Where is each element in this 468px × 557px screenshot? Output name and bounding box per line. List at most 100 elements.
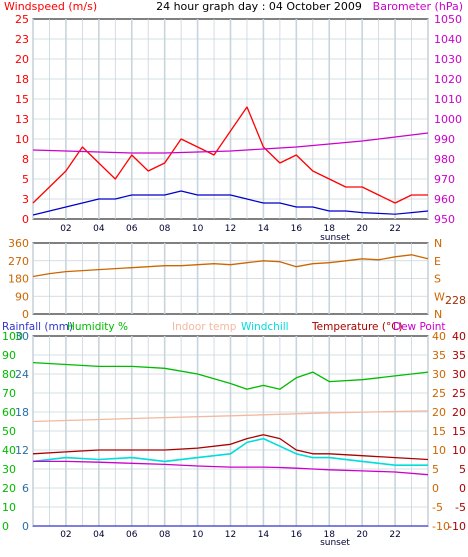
- x-tick-label: 14: [258, 530, 270, 540]
- rainfall-tick: 0: [22, 520, 29, 533]
- windspeed-tick: 25: [15, 13, 29, 26]
- rainfall-tick: 30: [15, 330, 29, 343]
- x-tick-label: 12: [225, 530, 236, 540]
- legend-rainfall: Rainfall (mm): [2, 321, 73, 333]
- barometer-tick: 1040: [434, 33, 462, 46]
- temperature-tick: 30: [452, 368, 466, 381]
- legend-dew-point: Dew Point: [393, 321, 446, 333]
- x-tick-label: 16: [291, 530, 303, 540]
- x-tick-label: 06: [126, 530, 138, 540]
- x-tick-label: 20: [356, 530, 368, 540]
- windspeed-tick: 15: [15, 93, 29, 106]
- temperature-tick-labels: -10 -5 0 5 10 15 20 25 30 35 40 -10 -5 0 5 10 15 20 25 30 35…: [432, 330, 466, 533]
- wind-direction-tick: 180: [8, 273, 29, 286]
- rainfall-tick: 12: [15, 444, 29, 457]
- windchill-line: [32, 437, 428, 467]
- rainfall-tick: 18: [15, 406, 29, 419]
- humidity-tick: 60: [2, 406, 16, 419]
- windspeed-line: [32, 106, 428, 204]
- wind-direction-tick-labels: 0 90 180 270 360: [8, 237, 29, 321]
- rainfall-tick: 24: [15, 368, 29, 381]
- legend-indoor-temp: Indoor temp: [172, 321, 237, 333]
- humidity-tick: 30: [2, 463, 16, 476]
- humidity-tick: 90: [2, 349, 16, 362]
- windspeed-tick-labels: 0 3 5 8 10 13 15 18 20 23 25: [15, 13, 29, 226]
- wind-direction-grid: [32, 243, 429, 314]
- x-tick-label: 06: [126, 224, 138, 234]
- temperature-tick: 15: [452, 425, 466, 438]
- barometer-axis-title: Barometer (hPa): [373, 0, 463, 13]
- temperature-panel-x-tick-labels: 02 04 06 08 10 12 14 16 18 20 22: [60, 530, 401, 540]
- temperature-axis-tick: 20: [432, 406, 446, 419]
- indoor-temp-line: [32, 410, 429, 423]
- wind-direction-tick: 0: [22, 308, 29, 321]
- x-tick-label: 22: [389, 224, 400, 234]
- temperature-tick: 35: [452, 349, 466, 362]
- legend-humidity: Humidity %: [67, 321, 128, 333]
- wind-panel-grid: [32, 19, 429, 219]
- temperature-axis-tick: 25: [432, 387, 446, 400]
- temperature-tick: -5: [455, 501, 466, 514]
- barometer-tick: 980: [434, 153, 455, 166]
- humidity-tick: 80: [2, 368, 16, 381]
- temperature-panel-series: [32, 361, 429, 527]
- temperature-axis-tick: 35: [432, 349, 446, 362]
- humidity-tick: 20: [2, 482, 16, 495]
- temperature-axis-tick: 30: [432, 368, 446, 381]
- wind-average-line: [32, 190, 429, 216]
- temperature-tick: 5: [459, 463, 466, 476]
- windspeed-tick: 3: [22, 193, 29, 206]
- humidity-line: [32, 361, 429, 390]
- windspeed-tick: 20: [15, 53, 29, 66]
- windspeed-tick: 8: [22, 153, 29, 166]
- windspeed-tick: 13: [15, 113, 29, 126]
- humidity-tick: 70: [2, 387, 16, 400]
- dew-point-line: [33, 460, 429, 476]
- x-tick-label: 04: [93, 224, 105, 234]
- rainfall-tick: 6: [22, 482, 29, 495]
- humidity-tick: 50: [2, 425, 16, 438]
- wind-direction-line: [32, 254, 429, 278]
- sunset-label-bottom: sunset: [320, 538, 350, 548]
- wind-panel-x-tick-labels: 02 04 06 08 10 12 14 16 18 20 22: [60, 224, 401, 234]
- barometer-line: [32, 132, 429, 154]
- x-tick-label: 02: [60, 530, 71, 540]
- barometer-tick: 1010: [434, 93, 462, 106]
- temperature-tick: 25: [452, 387, 466, 400]
- wind-direction-tick: 360: [8, 237, 29, 250]
- barometer-tick-labels: 950 960 970 980 990 1000 1010 1020 1030 1040 1050: [434, 13, 462, 226]
- x-tick-label: 20: [356, 224, 368, 234]
- x-tick-label: 18: [324, 224, 336, 234]
- x-tick-label: 10: [192, 224, 204, 234]
- temperature-tick: 0: [459, 482, 466, 495]
- barometer-tick: 1000: [434, 113, 462, 126]
- humidity-tick: 0: [2, 520, 9, 533]
- x-tick-label: 04: [93, 530, 105, 540]
- x-tick-label: 14: [258, 224, 270, 234]
- humidity-tick: 100: [2, 330, 23, 343]
- legend-windchill: Windchill: [241, 321, 289, 333]
- wind-direction-series: [32, 254, 429, 278]
- wind-panel: 0 3 5 8 10 13 15 18 20 23 25 950 960 970 980 990 1000 10…: [15, 13, 462, 243]
- humidity-rain-tick-labels: 0 10 20 30 40 50 60 70 80 90 100 0 6 12 18 24 30: [2, 330, 29, 533]
- compass-tick: E: [434, 255, 441, 268]
- humidity-tick: 10: [2, 501, 16, 514]
- x-tick-label: 22: [389, 530, 400, 540]
- compass-tick: S: [434, 273, 441, 286]
- barometer-tick: 960: [434, 193, 455, 206]
- temperature-legend: Rainfall (mm) Humidity % Indoor temp Win…: [2, 321, 446, 333]
- chart-title: 24 hour graph day : 04 October 2009: [156, 0, 362, 13]
- temperature-axis-tick: 0: [432, 482, 439, 495]
- x-tick-label: 08: [159, 224, 171, 234]
- windspeed-tick: 5: [22, 173, 29, 186]
- barometer-tick: 1030: [434, 53, 462, 66]
- barometer-tick: 990: [434, 133, 455, 146]
- windspeed-tick: 18: [15, 73, 29, 86]
- compass-tick: N: [434, 308, 442, 321]
- x-tick-label: 12: [225, 224, 236, 234]
- temperature-tick: 10: [452, 444, 466, 457]
- temperature-panel-grid: [32, 336, 429, 526]
- temperature-axis-tick: 15: [432, 425, 446, 438]
- barometer-tick: 1050: [434, 13, 462, 26]
